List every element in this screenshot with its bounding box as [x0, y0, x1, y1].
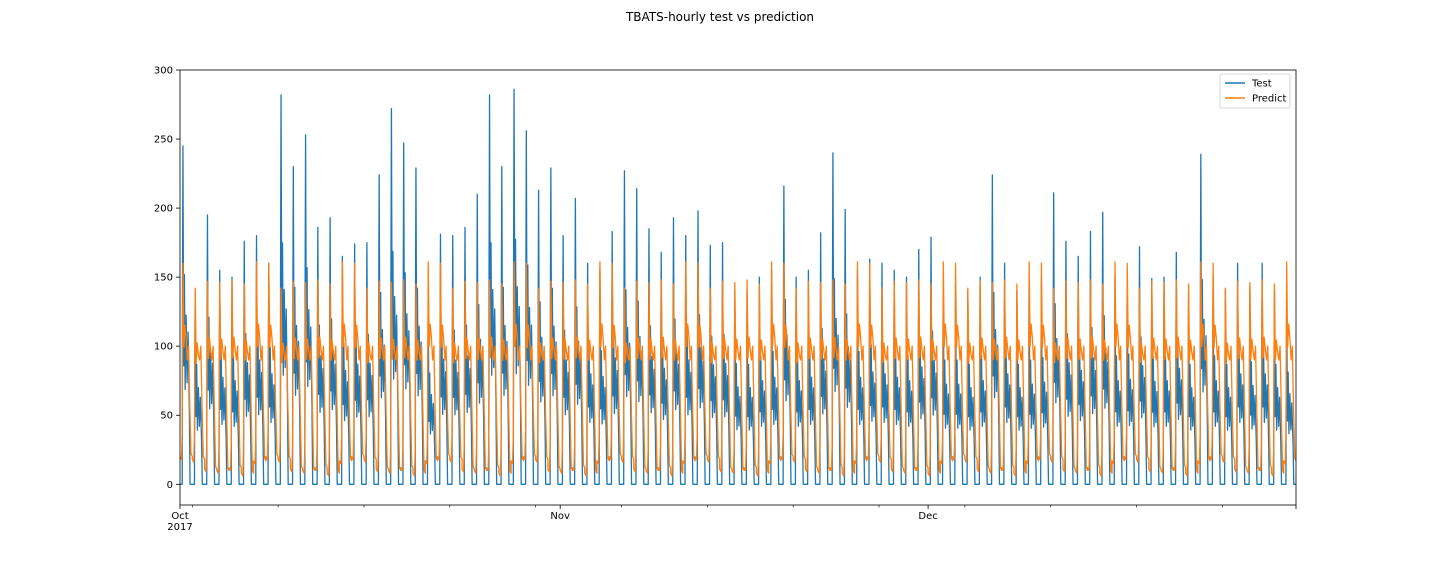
series-test-line — [180, 88, 1296, 485]
y-tick-label: 0 — [167, 480, 173, 491]
y-tick-label: 150 — [154, 273, 173, 284]
x-tick-sublabel: 2017 — [167, 522, 192, 533]
y-tick-label: 200 — [154, 204, 173, 215]
y-tick-label: 100 — [154, 342, 173, 353]
y-tick-label: 300 — [154, 66, 173, 77]
plot-frame — [179, 69, 1297, 506]
plot-lines — [179, 88, 1297, 485]
x-tick-label: Nov — [550, 511, 570, 522]
series-predict-line — [179, 261, 1297, 477]
legend-label-test: Test — [1251, 79, 1272, 90]
x-tick-label: Oct — [171, 511, 188, 522]
y-tick-label: 50 — [160, 411, 173, 422]
legend: Test Predict — [1219, 73, 1291, 109]
legend-label-predict: Predict — [1252, 94, 1287, 105]
x-tick-label: Dec — [918, 511, 937, 522]
chart-title: TBATS-hourly test vs prediction — [625, 10, 815, 24]
y-tick-label: 250 — [154, 135, 173, 146]
